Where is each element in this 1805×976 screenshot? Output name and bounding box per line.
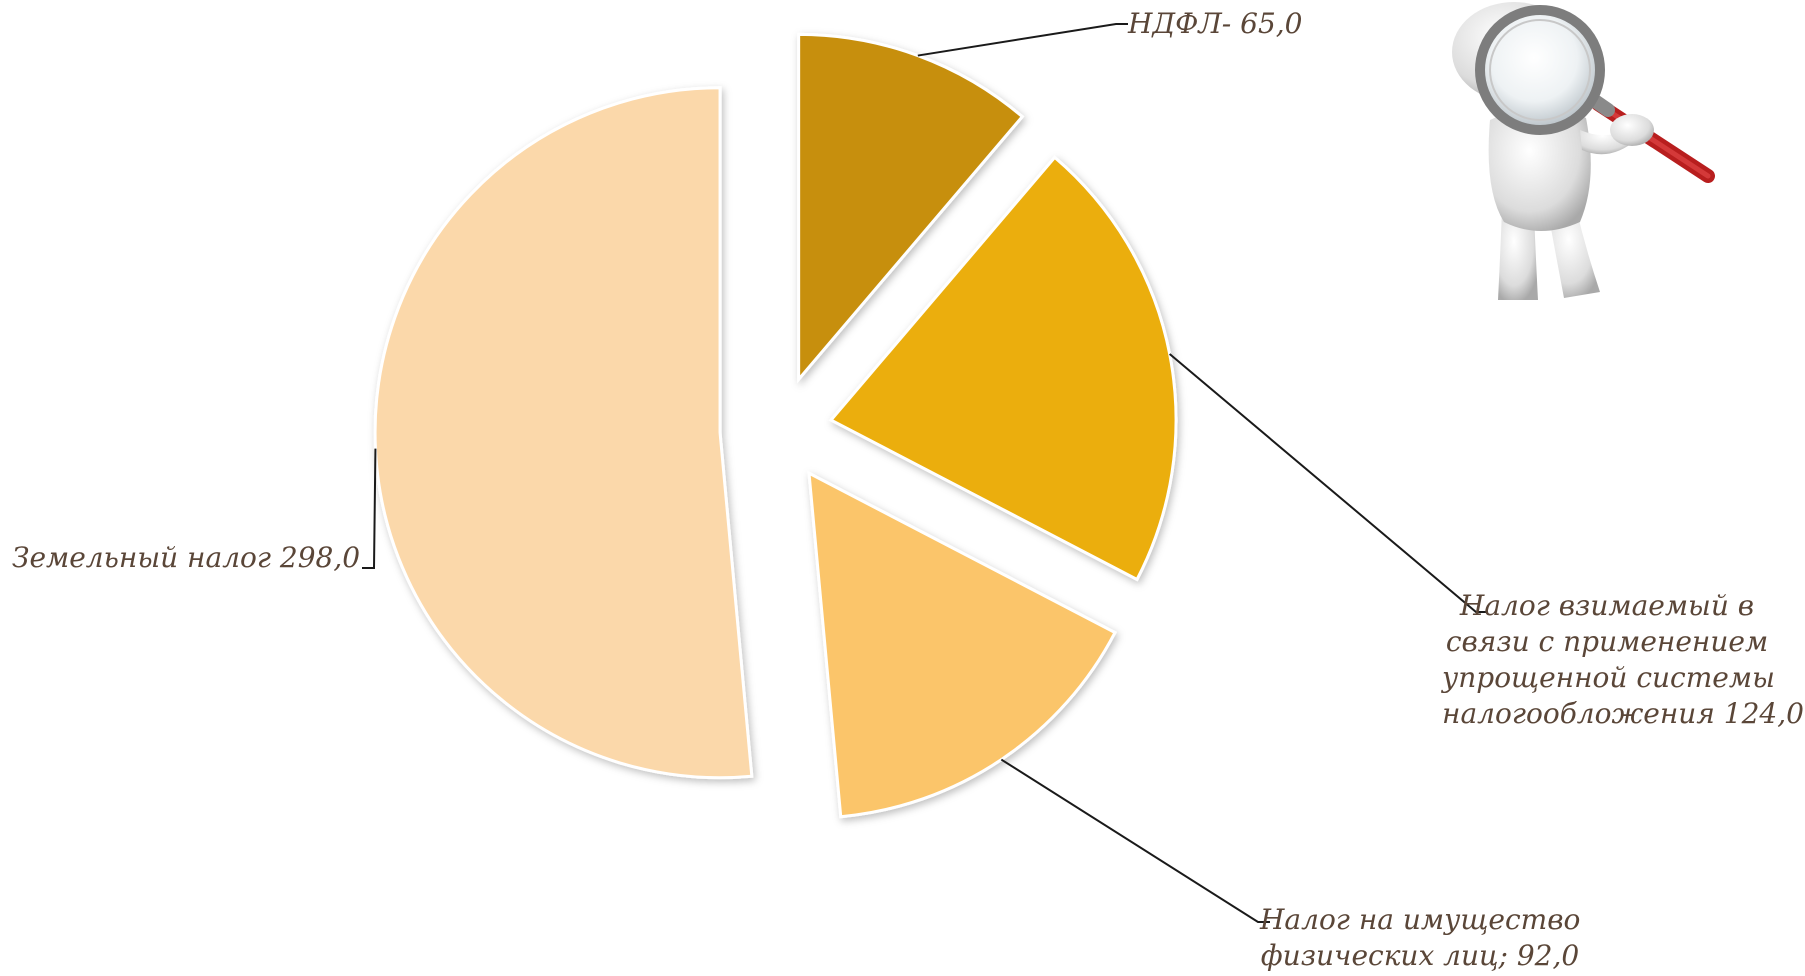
pie-slice-property [807,470,1117,819]
leader-line-ndfl [917,23,1128,57]
leader-line-usn [1169,353,1488,613]
slice-label-usn: Налог взимаемый в связи с применением уп… [1442,588,1804,732]
pie-slice-land [373,86,754,780]
slice-label-usn-line: Налог взимаемый в [1459,589,1755,622]
figure-with-magnifying-glass-icon [1452,2,1715,300]
pie-slice-ndfl [797,32,1025,384]
slice-label-land-line: Земельный налог 298,0 [12,541,361,574]
leader-line-property [1000,758,1270,923]
slice-label-property-line: физических лиц; 92,0 [1260,939,1580,972]
slice-label-land: Земельный налог 298,0 [12,540,360,576]
slice-label-property: Налог на имущество физических лиц; 92,0 [1260,902,1580,974]
leader-lines [362,23,1488,923]
slice-label-usn-line: налогообложения 124,0 [1442,697,1804,730]
slice-label-usn-line: упрощенной системы [1442,661,1775,694]
slice-label-property-line: Налог на имущество [1260,903,1581,936]
leader-line-land [362,448,377,569]
slice-label-ndfl-line: НДФЛ- 65,0 [1128,7,1303,40]
slice-label-usn-line: связи с применением [1445,625,1769,658]
slice-label-ndfl: НДФЛ- 65,0 [1128,6,1303,42]
pie-slices [373,32,1178,819]
